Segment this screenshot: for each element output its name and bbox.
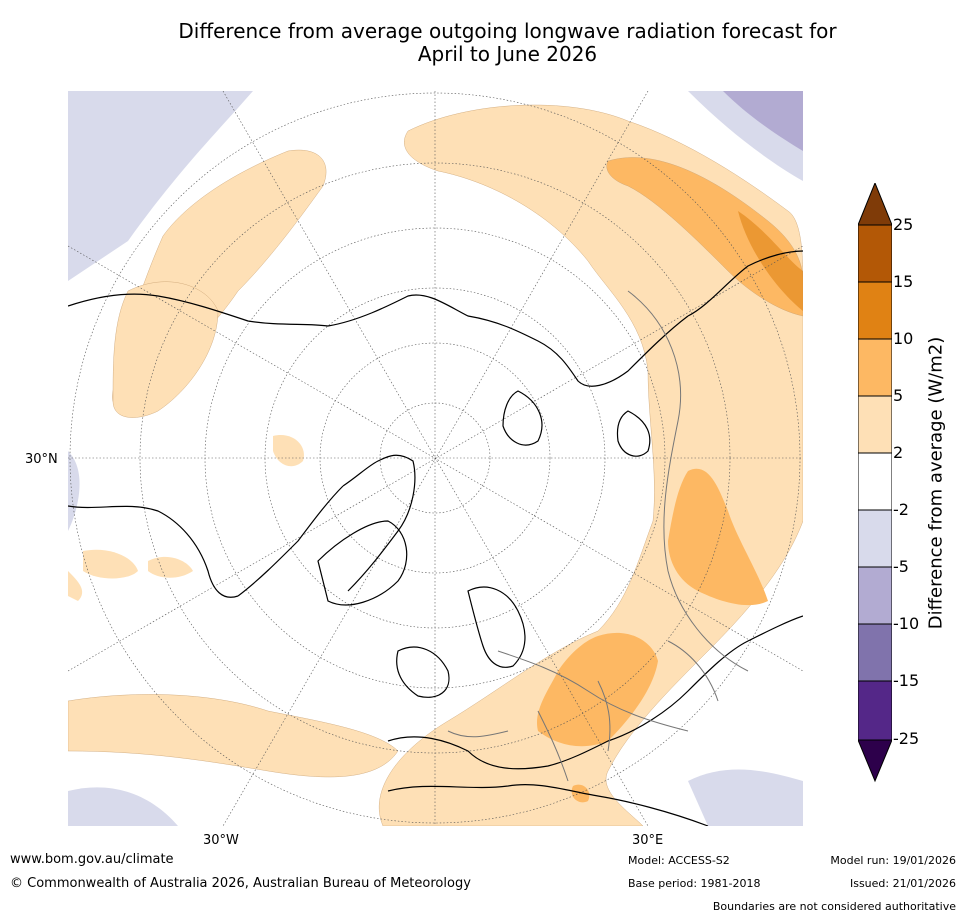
colorbar-tick: -15 [893, 671, 920, 690]
colorbar-tick: 10 [893, 329, 914, 348]
lon-label-30w: 30°W [203, 833, 239, 848]
colorbar-tick: 15 [893, 272, 914, 291]
colorbar-bin [858, 281, 892, 340]
footer-model: Model: ACCESS-S2 [628, 854, 730, 867]
polar-map [68, 91, 803, 826]
colorbar-tick: -2 [893, 500, 909, 519]
footer-url[interactable]: www.bom.gov.au/climate [10, 852, 174, 867]
colorbar-bin [858, 509, 892, 568]
colorbar-tick: 2 [893, 443, 904, 462]
colorbar-bin [858, 680, 892, 741]
title-line-2: April to June 2026 [417, 42, 598, 66]
lat-label-30n: 30°N [25, 452, 58, 467]
country-boundaries [447, 290, 749, 782]
graticule [68, 91, 803, 826]
footer-copyright: © Commonwealth of Australia 2026, Austra… [10, 876, 471, 891]
colorbar-tick: -10 [893, 614, 920, 633]
colorbar-tick: 25 [893, 215, 914, 234]
footer-base-period: Base period: 1981-2018 [628, 877, 761, 890]
colorbar-tick: 5 [893, 386, 904, 405]
colorbar-top-arrow [858, 183, 892, 226]
footer-issued: Issued: 21/01/2026 [849, 877, 956, 890]
colorbar-tick: -5 [893, 557, 909, 576]
colorbar-bin [858, 452, 892, 511]
map-title: Difference from average outgoing longwav… [40, 20, 965, 66]
colorbar-tick: -25 [893, 729, 920, 748]
title-line-1: Difference from average outgoing longwav… [178, 19, 837, 43]
colorbar-title: Difference from average (W/m2) [925, 336, 947, 630]
coastlines [68, 250, 803, 826]
colorbar-bottom-arrow [858, 739, 892, 783]
colorbar [858, 183, 892, 783]
colorbar-bin [858, 395, 892, 454]
lon-label-30e: 30°E [632, 833, 664, 848]
colorbar-bin [858, 338, 892, 397]
colorbar-bin [858, 566, 892, 625]
footer-model-run: Model run: 19/01/2026 [830, 854, 956, 867]
colorbar-bin [858, 623, 892, 682]
footer-disclaimer: Boundaries are not considered authoritat… [712, 900, 956, 913]
colorbar-bin [858, 224, 892, 283]
positive-anomaly-medium [537, 157, 803, 803]
